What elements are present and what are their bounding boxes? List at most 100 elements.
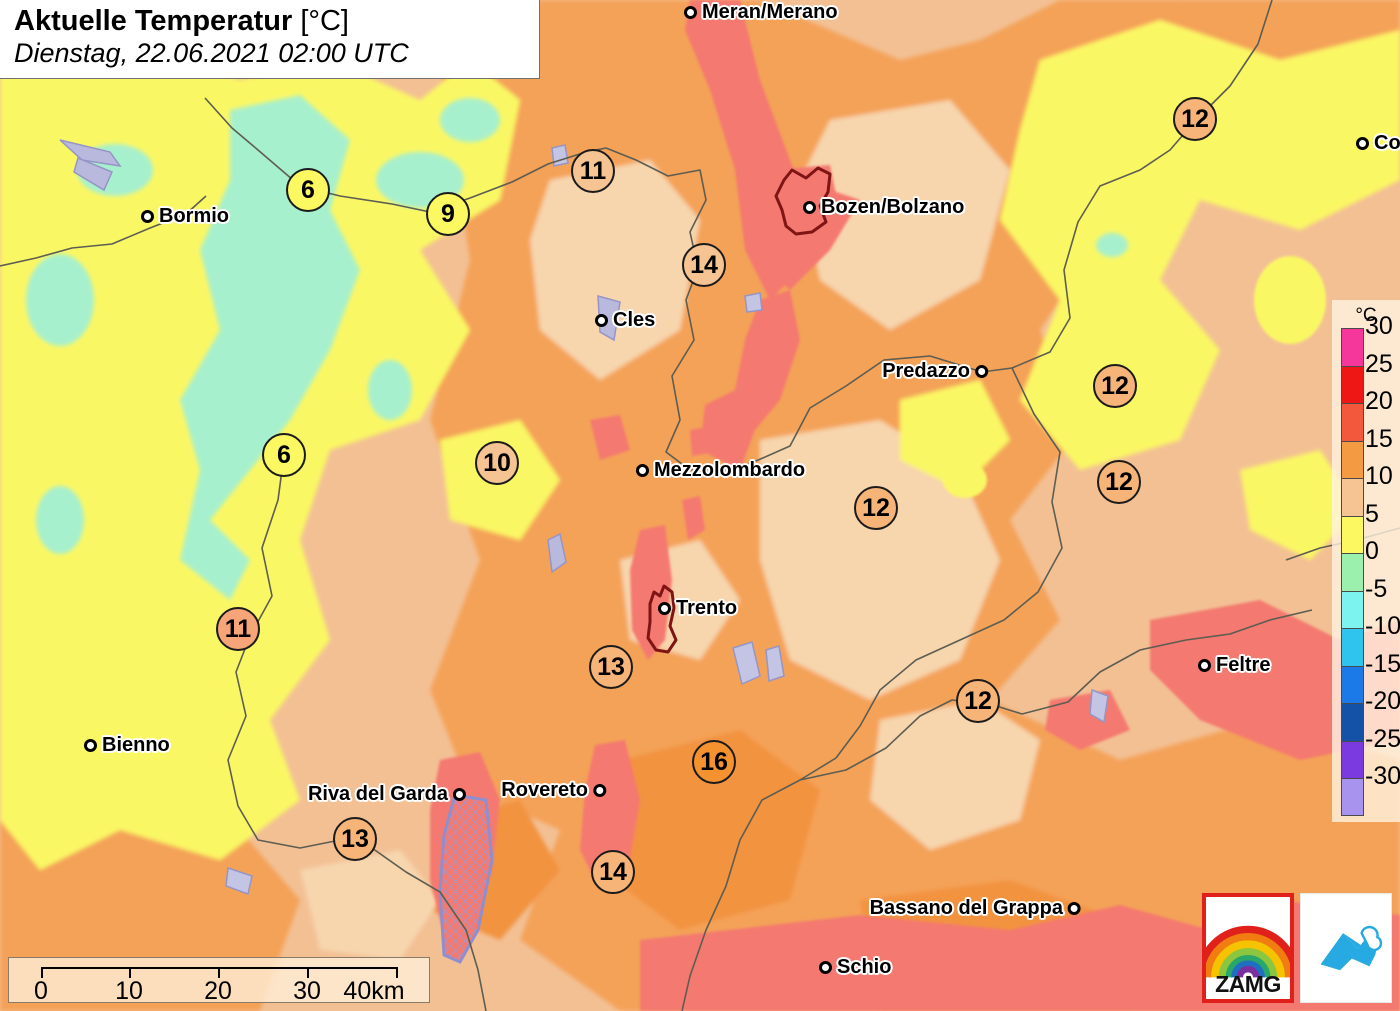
legend-swatch [1341,740,1364,778]
city-marker-icon [658,601,671,615]
zamg-logo[interactable]: ZAMG [1202,893,1294,1003]
legend-label: 25 [1365,349,1393,378]
legend-label: -25 [1365,724,1400,753]
station-temperature-marker[interactable]: 14 [682,243,726,287]
legend-swatch [1341,328,1364,366]
scale-bar-tick-label: 40km [343,977,405,1005]
scale-bar-tick [129,967,131,978]
map-title-box: Aktuelle Temperatur [°C] Dienstag, 22.06… [0,0,540,79]
station-temperature-marker[interactable]: 16 [692,740,736,784]
legend-label: 5 [1365,499,1379,528]
legend-swatch [1341,515,1364,553]
scale-bar-tick [41,967,43,978]
scale-bar-tick-label: 0 [34,977,48,1005]
scale-bar-tick-label: 10 [115,977,143,1005]
title-main-text: Aktuelle Temperatur [14,5,293,37]
legend-swatch [1341,703,1364,741]
station-temperature-marker[interactable]: 10 [475,441,519,485]
city-boundary-outlines [646,166,832,654]
scale-bar-tick [396,967,398,978]
scale-bar-graphic [41,967,398,979]
page-title: Aktuelle Temperatur [°C] [14,5,527,37]
city-marker-icon [141,209,154,223]
title-unit-text: [°C] [300,5,349,37]
legend-swatch [1341,665,1364,703]
legend-entry: -20 [1341,689,1400,741]
legend-entry: 20 [1341,389,1400,441]
legend-label: -5 [1365,574,1388,603]
station-temperature-marker[interactable]: 12 [1097,460,1141,504]
legend-label: 10 [1365,462,1393,490]
legend-entry: -30 [1341,764,1400,816]
station-temperature-marker[interactable]: 12 [956,679,1000,723]
legend-swatch [1341,478,1364,516]
legend-label: -15 [1365,649,1400,678]
city-name-text: Bienno [102,733,170,756]
geosphere-logo[interactable] [1300,893,1392,1003]
station-temperature-marker[interactable]: 12 [1173,97,1217,141]
legend-unit-label: °C [1355,305,1377,326]
legend-entry: -10 [1341,614,1400,666]
legend-swatch [1341,590,1364,628]
city-marker-icon [1068,901,1081,915]
legend-swatch [1341,403,1364,441]
city-name-text: Cles [613,308,656,331]
station-temperature-marker[interactable]: 9 [426,192,470,236]
legend-swatch [1341,778,1364,816]
scale-bar-tick-label: 20 [204,977,232,1005]
legend-label: -10 [1365,612,1400,640]
station-temperature-marker[interactable]: 12 [854,486,898,530]
legend-label: 0 [1365,537,1379,565]
city-name-text: Cortina [1374,131,1400,154]
city-name-text: Bormio [159,204,229,227]
legend-swatch [1341,440,1364,478]
station-temperature-marker[interactable]: 11 [216,607,260,651]
city-name-text: Feltre [1216,653,1271,676]
scale-bar-tick [307,967,309,978]
station-temperature-marker[interactable]: 13 [589,645,633,689]
city-marker-icon [1356,136,1369,150]
legend-entry: 25 [1341,351,1400,403]
station-temperature-marker[interactable]: 6 [262,433,306,477]
city-name-text: Rovereto [501,778,588,801]
logo-strip: ZAMG [1202,893,1392,1003]
legend-entry: 0 [1341,539,1400,591]
scale-bar-tick [218,967,220,978]
city-name-text: Mezzolombardo [654,458,806,481]
temperature-legend: °C 30 25 20 15 10 5 0 -5 -10 -15 -20 -25 -30 [1332,300,1400,822]
map-scale-bar: 0 10 20 30 40km [8,957,430,1005]
station-temperature-marker[interactable]: 13 [333,817,377,861]
legend-swatch [1341,365,1364,403]
legend-entry: -15 [1341,651,1400,703]
legend-swatch [1341,628,1364,666]
city-marker-icon [975,364,988,378]
legend-entry: 15 [1341,426,1400,478]
legend-entry: 30 [1341,314,1400,366]
lake-garda [438,793,494,964]
station-temperature-marker[interactable]: 11 [571,149,615,193]
city-marker-icon [1198,658,1211,672]
city-marker-icon [684,5,697,19]
city-name-text: Riva del Garda [307,782,448,805]
city-marker-icon [636,463,649,477]
city-marker-icon [819,960,832,974]
city-marker-icon [593,783,606,797]
station-temperature-marker[interactable]: 6 [286,168,330,212]
map-timestamp: Dienstag, 22.06.2021 02:00 UTC [14,38,409,69]
city-name-text: Predazzo [882,359,970,382]
scale-bar-tick-label: 30 [293,977,321,1005]
city-name-text: Trento [676,596,738,619]
city-marker-icon [595,313,608,327]
legend-entry: 5 [1341,501,1400,553]
mountain-cloud-icon [1320,925,1383,971]
legend-color-scale: 30 25 20 15 10 5 0 -5 -10 -15 -20 -25 -30 [1341,314,1400,816]
legend-label: 20 [1365,387,1393,415]
legend-label: -20 [1365,687,1400,715]
legend-entry: -25 [1341,726,1400,778]
legend-swatch [1341,553,1364,591]
station-temperature-marker[interactable]: 12 [1093,364,1137,408]
station-temperature-marker[interactable]: 14 [591,850,635,894]
city-name-text: Schio [837,955,892,978]
